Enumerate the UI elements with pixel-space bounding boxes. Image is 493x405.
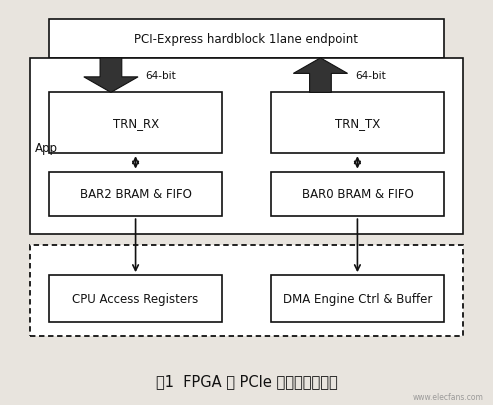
Text: BAR2 BRAM & FIFO: BAR2 BRAM & FIFO: [80, 188, 191, 201]
FancyBboxPatch shape: [271, 275, 444, 322]
Text: CPU Access Registers: CPU Access Registers: [72, 292, 199, 305]
Text: TRN_TX: TRN_TX: [335, 117, 380, 130]
Text: DMA Engine Ctrl & Buffer: DMA Engine Ctrl & Buffer: [283, 292, 432, 305]
FancyBboxPatch shape: [49, 172, 222, 217]
Text: App: App: [35, 141, 58, 154]
FancyBboxPatch shape: [30, 245, 463, 336]
Text: PCI-Express hardblock 1lane endpoint: PCI-Express hardblock 1lane endpoint: [135, 33, 358, 46]
Text: 图1  FPGA 的 PCIe 接口及事物设计: 图1 FPGA 的 PCIe 接口及事物设计: [156, 373, 337, 388]
FancyBboxPatch shape: [49, 20, 444, 59]
Text: www.elecfans.com: www.elecfans.com: [412, 392, 483, 401]
FancyBboxPatch shape: [271, 172, 444, 217]
FancyBboxPatch shape: [30, 59, 463, 235]
Polygon shape: [293, 59, 348, 93]
FancyBboxPatch shape: [49, 93, 222, 154]
FancyBboxPatch shape: [271, 93, 444, 154]
Text: BAR0 BRAM & FIFO: BAR0 BRAM & FIFO: [302, 188, 413, 201]
FancyBboxPatch shape: [49, 275, 222, 322]
Polygon shape: [84, 59, 138, 93]
Text: 64-bit: 64-bit: [355, 71, 386, 81]
Text: 64-bit: 64-bit: [145, 71, 176, 81]
Text: TRN_RX: TRN_RX: [112, 117, 159, 130]
